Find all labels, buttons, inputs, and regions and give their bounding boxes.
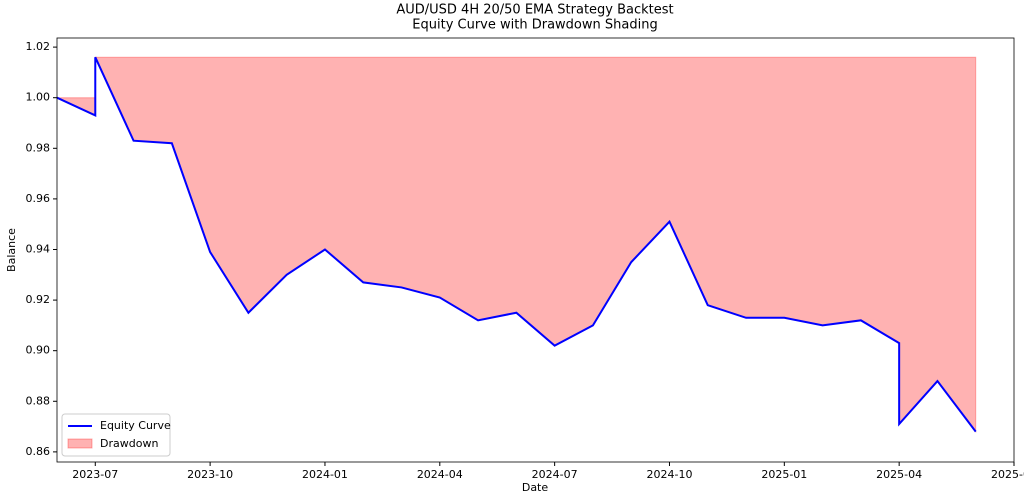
y-tick-label: 0.86	[26, 445, 51, 458]
x-tick-label: 2024-10	[646, 468, 692, 481]
x-tick-label: 2024-07	[532, 468, 578, 481]
x-tick-label: 2025-07	[991, 468, 1024, 481]
x-tick-label: 2023-07	[72, 468, 118, 481]
y-tick-label: 0.92	[26, 293, 51, 306]
chart-title: AUD/USD 4H 20/50 EMA Strategy Backtest	[396, 3, 673, 18]
legend-box	[61, 413, 171, 457]
x-tick-label: 2023-10	[187, 468, 233, 481]
y-tick-label: 0.88	[26, 394, 51, 407]
y-tick-label: 0.98	[26, 141, 51, 154]
equity-line	[56, 56, 977, 433]
x-tick-label: 2025-01	[761, 468, 807, 481]
legend-swatch	[67, 438, 93, 449]
legend-label: Equity Curve	[100, 419, 171, 432]
x-axis-label: Date	[522, 481, 549, 494]
y-tick-label: 0.90	[26, 344, 51, 357]
y-tick-label: 1.02	[26, 40, 51, 53]
y-tick-label: 1.00	[26, 91, 51, 104]
x-tick-label: 2024-04	[417, 468, 463, 481]
y-tick-label: 0.96	[26, 192, 51, 205]
legend-label: Drawdown	[100, 437, 158, 450]
x-tick-label: 2025-04	[876, 468, 922, 481]
y-axis-label: Balance	[5, 228, 18, 272]
x-tick-label: 2024-01	[302, 468, 348, 481]
y-tick-label: 0.94	[26, 242, 51, 255]
chart-subtitle: Equity Curve with Drawdown Shading	[412, 18, 657, 33]
drawdown-area	[56, 56, 977, 434]
plot-frame	[56, 37, 1015, 463]
